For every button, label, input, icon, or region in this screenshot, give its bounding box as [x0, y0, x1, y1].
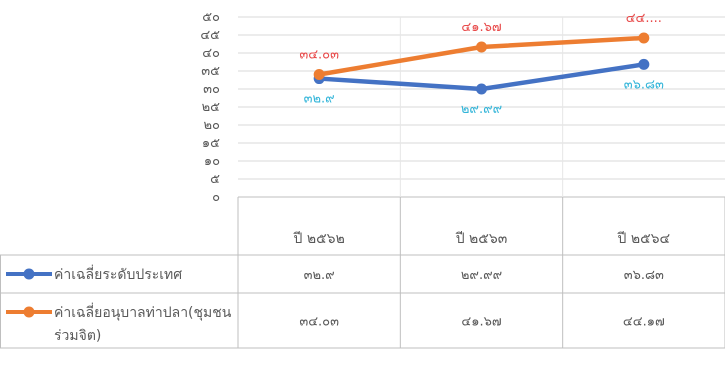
- y-tick-label: ๓๕: [201, 64, 220, 79]
- legend-key-marker: [23, 306, 35, 318]
- legend-key-marker: [23, 268, 35, 280]
- table-cell-value: ๓๔.๐๓: [299, 315, 339, 330]
- table-cell-value: ๓๒.๙: [304, 268, 335, 283]
- data-point: [638, 58, 650, 70]
- legend-name: ค่าเฉลี่ยอนุบาลท่าปลา(ชุมชน: [54, 303, 232, 321]
- y-tick-label: ๑๐: [204, 154, 220, 169]
- legend-name: ร่วมจิต): [54, 328, 101, 344]
- data-table: ปี ๒๕๖๒ ปี ๒๕๖๓ ปี ๒๕๖๔ค่าเฉลี่ยระดับประเท…: [0, 197, 725, 349]
- data-label: ๓๒.๙: [304, 92, 335, 107]
- category-label: ปี ๒๕๖๓: [455, 231, 507, 247]
- y-tick-label: ๑๕: [202, 136, 220, 151]
- data-point: [476, 41, 487, 53]
- data-label: ๓๔.๐๓: [299, 47, 339, 62]
- y-tick-label: ๐: [212, 190, 220, 205]
- table-cell-value: ๔๑.๖๗: [461, 315, 501, 330]
- y-tick-label: ๔๐: [202, 46, 220, 61]
- data-label: ๔๔....: [626, 11, 662, 26]
- y-tick-label: ๒๕: [202, 100, 221, 115]
- y-tick-label: ๔๕: [200, 28, 220, 43]
- data-labels: ๓๒.๙๒๙.๙๙ ๓๖.๘๓ ๓๔.๐๓ ๔๑.๖๗ ๔๔....: [299, 11, 664, 117]
- y-tick-label: ๕: [210, 172, 220, 187]
- y-tick-label: ๓๐: [203, 82, 220, 97]
- data-label: ๒๙.๙๙: [461, 102, 502, 117]
- table-cell-value: ๒๙.๙๙: [461, 268, 502, 283]
- table-cell-value: ๔๔.๑๗: [623, 315, 665, 330]
- data-point: [313, 68, 325, 80]
- y-tick-label: ๕๐: [202, 10, 220, 25]
- category-label: ปี ๒๕๖๒: [293, 231, 345, 247]
- data-point: [476, 83, 487, 95]
- y-axis-ticks: ๐ ๕ ๑๐ ๑๕ ๒๐ ๒๕ ๓๐ ๓๕ ๔๐ ๔๕ ๕๐: [200, 10, 220, 205]
- data-label: ๓๖.๘๓: [624, 77, 664, 92]
- y-tick-label: ๒๐: [203, 118, 220, 133]
- table-cell-value: ๓๖.๘๓: [624, 268, 664, 283]
- legend-name: ค่าเฉลี่ยระดับประเทศ: [54, 265, 182, 283]
- data-point: [638, 32, 650, 44]
- data-label: ๔๑.๖๗: [461, 20, 501, 35]
- category-label: ปี ๒๕๖๔: [617, 231, 670, 247]
- series-lines: [313, 32, 650, 95]
